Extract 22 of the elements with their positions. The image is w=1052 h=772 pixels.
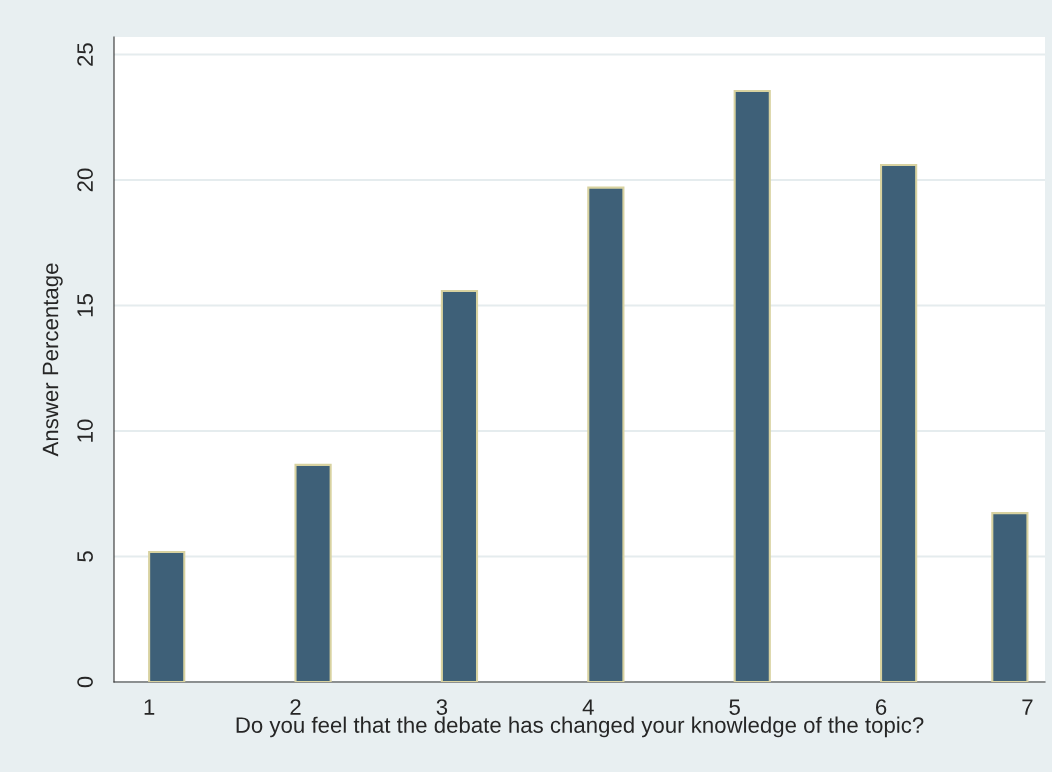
bar: [294, 463, 332, 682]
x-tick-label: 5: [729, 699, 740, 715]
y-tick-label: 20: [77, 168, 93, 192]
y-tick-label: 15: [77, 294, 93, 317]
y-tick-label: 25: [77, 43, 93, 66]
x-tick-label: 3: [436, 699, 448, 715]
bar: [733, 89, 771, 682]
bar: [587, 186, 625, 682]
bar: [148, 550, 186, 682]
x-tick-label: 6: [876, 699, 887, 715]
bar: [991, 512, 1029, 682]
x-tick-label: 2: [290, 699, 301, 715]
y-tick-label: 0: [77, 676, 93, 688]
bar: [880, 163, 918, 682]
y-tick-label: 5: [77, 551, 93, 562]
x-tick-label: 1: [144, 699, 155, 715]
x-tick-label: 4: [582, 699, 594, 715]
bar: [440, 289, 479, 682]
y-axis-title: Answer Percentage: [42, 263, 63, 457]
y-tick-label: 10: [77, 419, 93, 442]
x-axis-title: Do you feel that the debate has changed your knowledge of the topic?: [236, 716, 924, 738]
x-tick-label: 7: [1022, 699, 1033, 715]
